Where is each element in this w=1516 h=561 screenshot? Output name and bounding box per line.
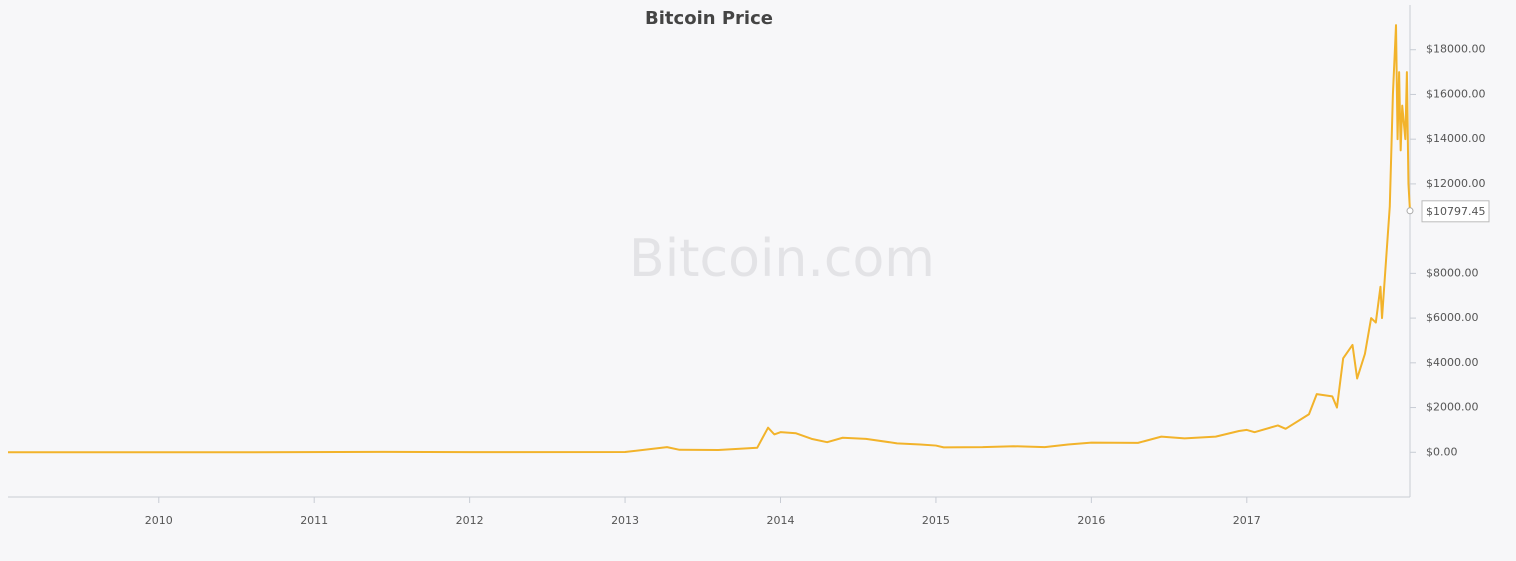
y-tick-label: $0.00 xyxy=(1426,445,1458,458)
y-tick-label: $14000.00 xyxy=(1426,132,1486,145)
x-tick-label: 2010 xyxy=(145,514,173,527)
last-price-label: $10797.45 xyxy=(1426,205,1486,218)
x-tick-label: 2011 xyxy=(300,514,328,527)
price-line xyxy=(8,24,1411,454)
chart-title: Bitcoin Price xyxy=(645,8,773,29)
x-tick-label: 2015 xyxy=(922,514,950,527)
y-tick-label: $16000.00 xyxy=(1426,87,1486,100)
y-tick-label: $4000.00 xyxy=(1426,356,1479,369)
y-tick-label: $2000.00 xyxy=(1426,401,1479,414)
y-tick-label: $6000.00 xyxy=(1426,311,1479,324)
last-price-box xyxy=(1421,200,1490,223)
last-price-marker xyxy=(1406,207,1414,215)
x-tick-label: 2014 xyxy=(766,514,794,527)
x-tick-label: 2012 xyxy=(456,514,484,527)
y-tick-label: $18000.00 xyxy=(1426,43,1486,56)
watermark: Bitcoin.com xyxy=(629,229,935,289)
x-tick-label: 2017 xyxy=(1233,514,1261,527)
y-tick-label: $12000.00 xyxy=(1426,177,1486,190)
x-tick-label: 2013 xyxy=(611,514,639,527)
x-tick-label: 2016 xyxy=(1077,514,1105,527)
y-tick-label: $8000.00 xyxy=(1426,266,1479,279)
